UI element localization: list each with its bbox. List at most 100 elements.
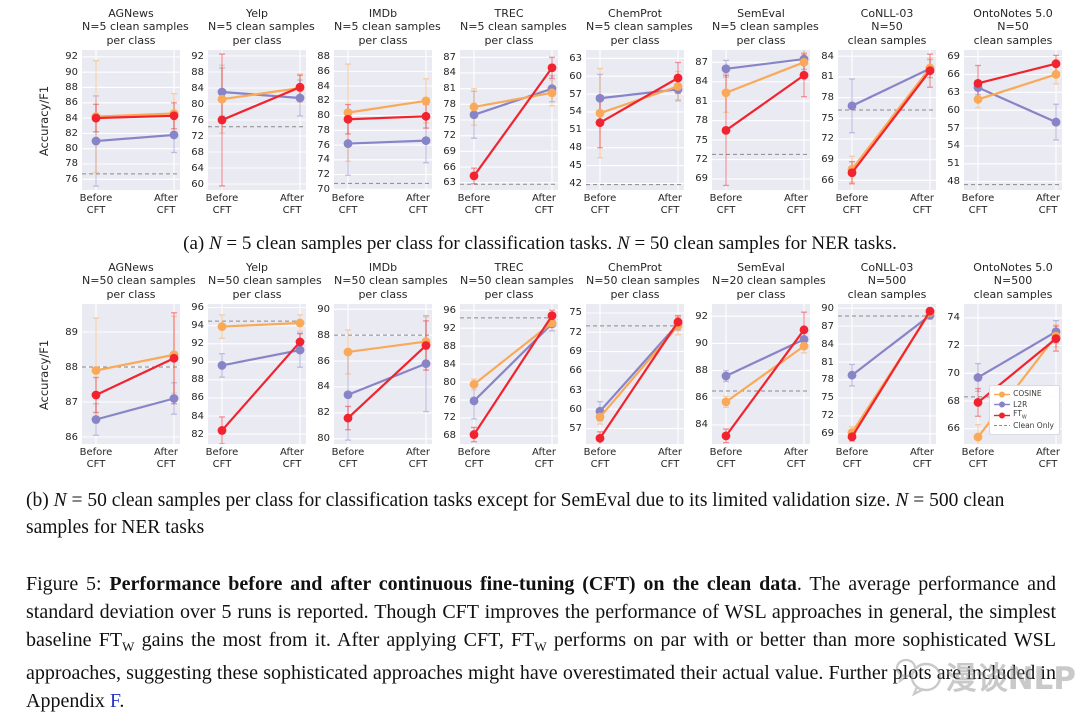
- x-tick-line: CFT: [408, 204, 428, 216]
- subplot-imdb-a: IMDb N=5 clean samples per class 70 72 74 76 78…: [306, 6, 441, 219]
- subplot-yelp-b: Yelp N=50 clean samples per class 82 84 86 88 9…: [180, 260, 322, 473]
- y-tick-label: 60: [569, 403, 582, 415]
- x-axis-labels: Before CFT After CFT: [710, 447, 810, 473]
- plot-title-line: N=5 clean samples: [82, 20, 189, 33]
- y-axis-ticks: 48 51 54 57 60 63 66 69: [936, 50, 964, 190]
- figure-caption: Figure 5: Performance before and after c…: [26, 573, 1056, 713]
- subplot-chemprot-a: ChemProt N=5 clean samples per class 42 45 48…: [558, 6, 692, 219]
- plot-title-line: per class: [484, 33, 534, 47]
- x-tick-line: CFT: [590, 458, 610, 470]
- y-tick-label: 87: [65, 396, 78, 408]
- plot-canvas: [838, 50, 936, 190]
- y-tick-label: 70: [317, 183, 330, 195]
- y-tick-label: 51: [947, 158, 960, 170]
- appendix-link[interactable]: F: [109, 690, 120, 713]
- plot-title-line: N=50 clean samples: [208, 274, 322, 287]
- plot-title-line: N=5 clean samples: [460, 20, 567, 33]
- y-tick-label: 45: [569, 160, 582, 172]
- plot-canvas: [712, 304, 810, 444]
- y-tick-label: 86: [695, 392, 708, 404]
- y-tick-label: 78: [821, 92, 834, 104]
- plot-title-line: AGNews: [108, 6, 154, 20]
- x-tick-after-cft: After CFT: [774, 447, 818, 470]
- plot-title: IMDb N=5 clean samples per class: [334, 6, 441, 50]
- plot-canvas: [208, 304, 306, 445]
- y-tick-label: 90: [695, 337, 708, 349]
- y-tick-label: 48: [947, 176, 960, 188]
- x-tick-line: CFT: [660, 204, 680, 216]
- plot-title: TREC N=5 clean samples per class: [460, 6, 567, 50]
- x-tick-line: CFT: [590, 204, 610, 216]
- y-tick-label: 96: [443, 304, 456, 316]
- y-tick-label: 54: [947, 140, 960, 152]
- plot-canvas: [460, 50, 558, 190]
- y-tick-label: 69: [569, 346, 582, 358]
- legend: COSINE L2R FTW Clean Only: [989, 385, 1060, 435]
- x-tick-after-cft: After CFT: [648, 193, 692, 216]
- y-tick-label: 69: [443, 145, 456, 157]
- y-tick-label: 54: [569, 106, 582, 118]
- subplot-conll-03-b: CoNLL-03 N=500 clean samples 69 72 75 78 81 84 87…: [810, 260, 936, 473]
- plot-area: [460, 50, 558, 190]
- y-tick-label: 92: [191, 338, 204, 350]
- x-tick-before-cft: Before CFT: [576, 193, 624, 216]
- y-tick-label: 72: [821, 133, 834, 145]
- y-tick-label: 69: [821, 428, 834, 440]
- y-tick-label: 80: [65, 143, 78, 155]
- y-tick-label: 76: [65, 173, 78, 185]
- plot-canvas: [208, 50, 306, 190]
- y-tick-label: 51: [569, 124, 582, 136]
- x-tick-line: CFT: [212, 458, 232, 470]
- y-tick-label: 84: [821, 50, 834, 62]
- plot-title-line: N=50 clean samples: [460, 274, 574, 287]
- plot-area: [334, 50, 432, 190]
- y-tick-label: 72: [443, 130, 456, 142]
- x-tick-line: Before: [961, 447, 995, 458]
- plot-title-line: N=20 clean samples: [712, 274, 826, 287]
- y-tick-label: 82: [317, 95, 330, 107]
- plot-canvas: [712, 48, 810, 190]
- y-tick-label: 69: [695, 173, 708, 185]
- y-tick-label: 68: [443, 430, 456, 442]
- y-tick-label: 84: [65, 112, 78, 124]
- x-tick-line: CFT: [842, 204, 862, 216]
- y-tick-label: 82: [317, 407, 330, 419]
- x-tick-line: CFT: [716, 458, 736, 470]
- plot-title: CoNLL-03 N=500 clean samples: [838, 260, 936, 304]
- x-tick-before-cft: Before CFT: [198, 193, 246, 216]
- x-tick-line: After: [405, 193, 430, 204]
- y-tick-label: 66: [569, 365, 582, 377]
- x-tick-line: After: [531, 447, 556, 458]
- y-tick-label: 75: [695, 134, 708, 146]
- x-tick-line: After: [1035, 193, 1060, 204]
- x-tick-line: CFT: [156, 204, 176, 216]
- watermark: 漫谈NLP: [893, 653, 1076, 698]
- subplot-ontonotes-5-0-b: OntoNotes 5.0 N=500 clean samples 66 68 70 72 7…: [936, 260, 1062, 473]
- y-tick-label: 87: [443, 51, 456, 63]
- y-tick-label: 92: [695, 310, 708, 322]
- y-tick-label: 82: [65, 127, 78, 139]
- plot-title: ChemProt N=50 clean samples per class: [586, 260, 700, 304]
- plot-area: [208, 304, 306, 445]
- x-tick-after-cft: After CFT: [144, 193, 188, 216]
- y-tick-label: 76: [317, 139, 330, 151]
- plot-area: [82, 304, 180, 444]
- y-tick-label: 74: [947, 312, 960, 324]
- plot-title-line: N=500: [867, 274, 907, 287]
- y-tick-label: 63: [569, 52, 582, 64]
- x-tick-line: After: [909, 193, 934, 204]
- plot-title-line: TREC: [494, 6, 524, 20]
- plot-title: SemEval N=20 clean samples per class: [712, 260, 826, 304]
- y-tick-label: 84: [821, 338, 834, 350]
- subplot-row-a: AGNews N=5 clean samples per class 76 78 80 82…: [54, 6, 1062, 219]
- plot-area: [460, 304, 558, 444]
- x-tick-line: Before: [457, 447, 491, 458]
- plot-title: OntoNotes 5.0 N=50 clean samples: [964, 6, 1062, 50]
- y-tick-label: 88: [317, 51, 330, 63]
- y-tick-label: 88: [191, 374, 204, 386]
- y-tick-label: 90: [317, 303, 330, 315]
- y-tick-label: 92: [191, 50, 204, 62]
- plot-title-line: N=5 clean samples: [208, 20, 315, 33]
- x-tick-before-cft: Before CFT: [72, 447, 120, 470]
- plot-title: SemEval N=5 clean samples per class: [712, 6, 819, 50]
